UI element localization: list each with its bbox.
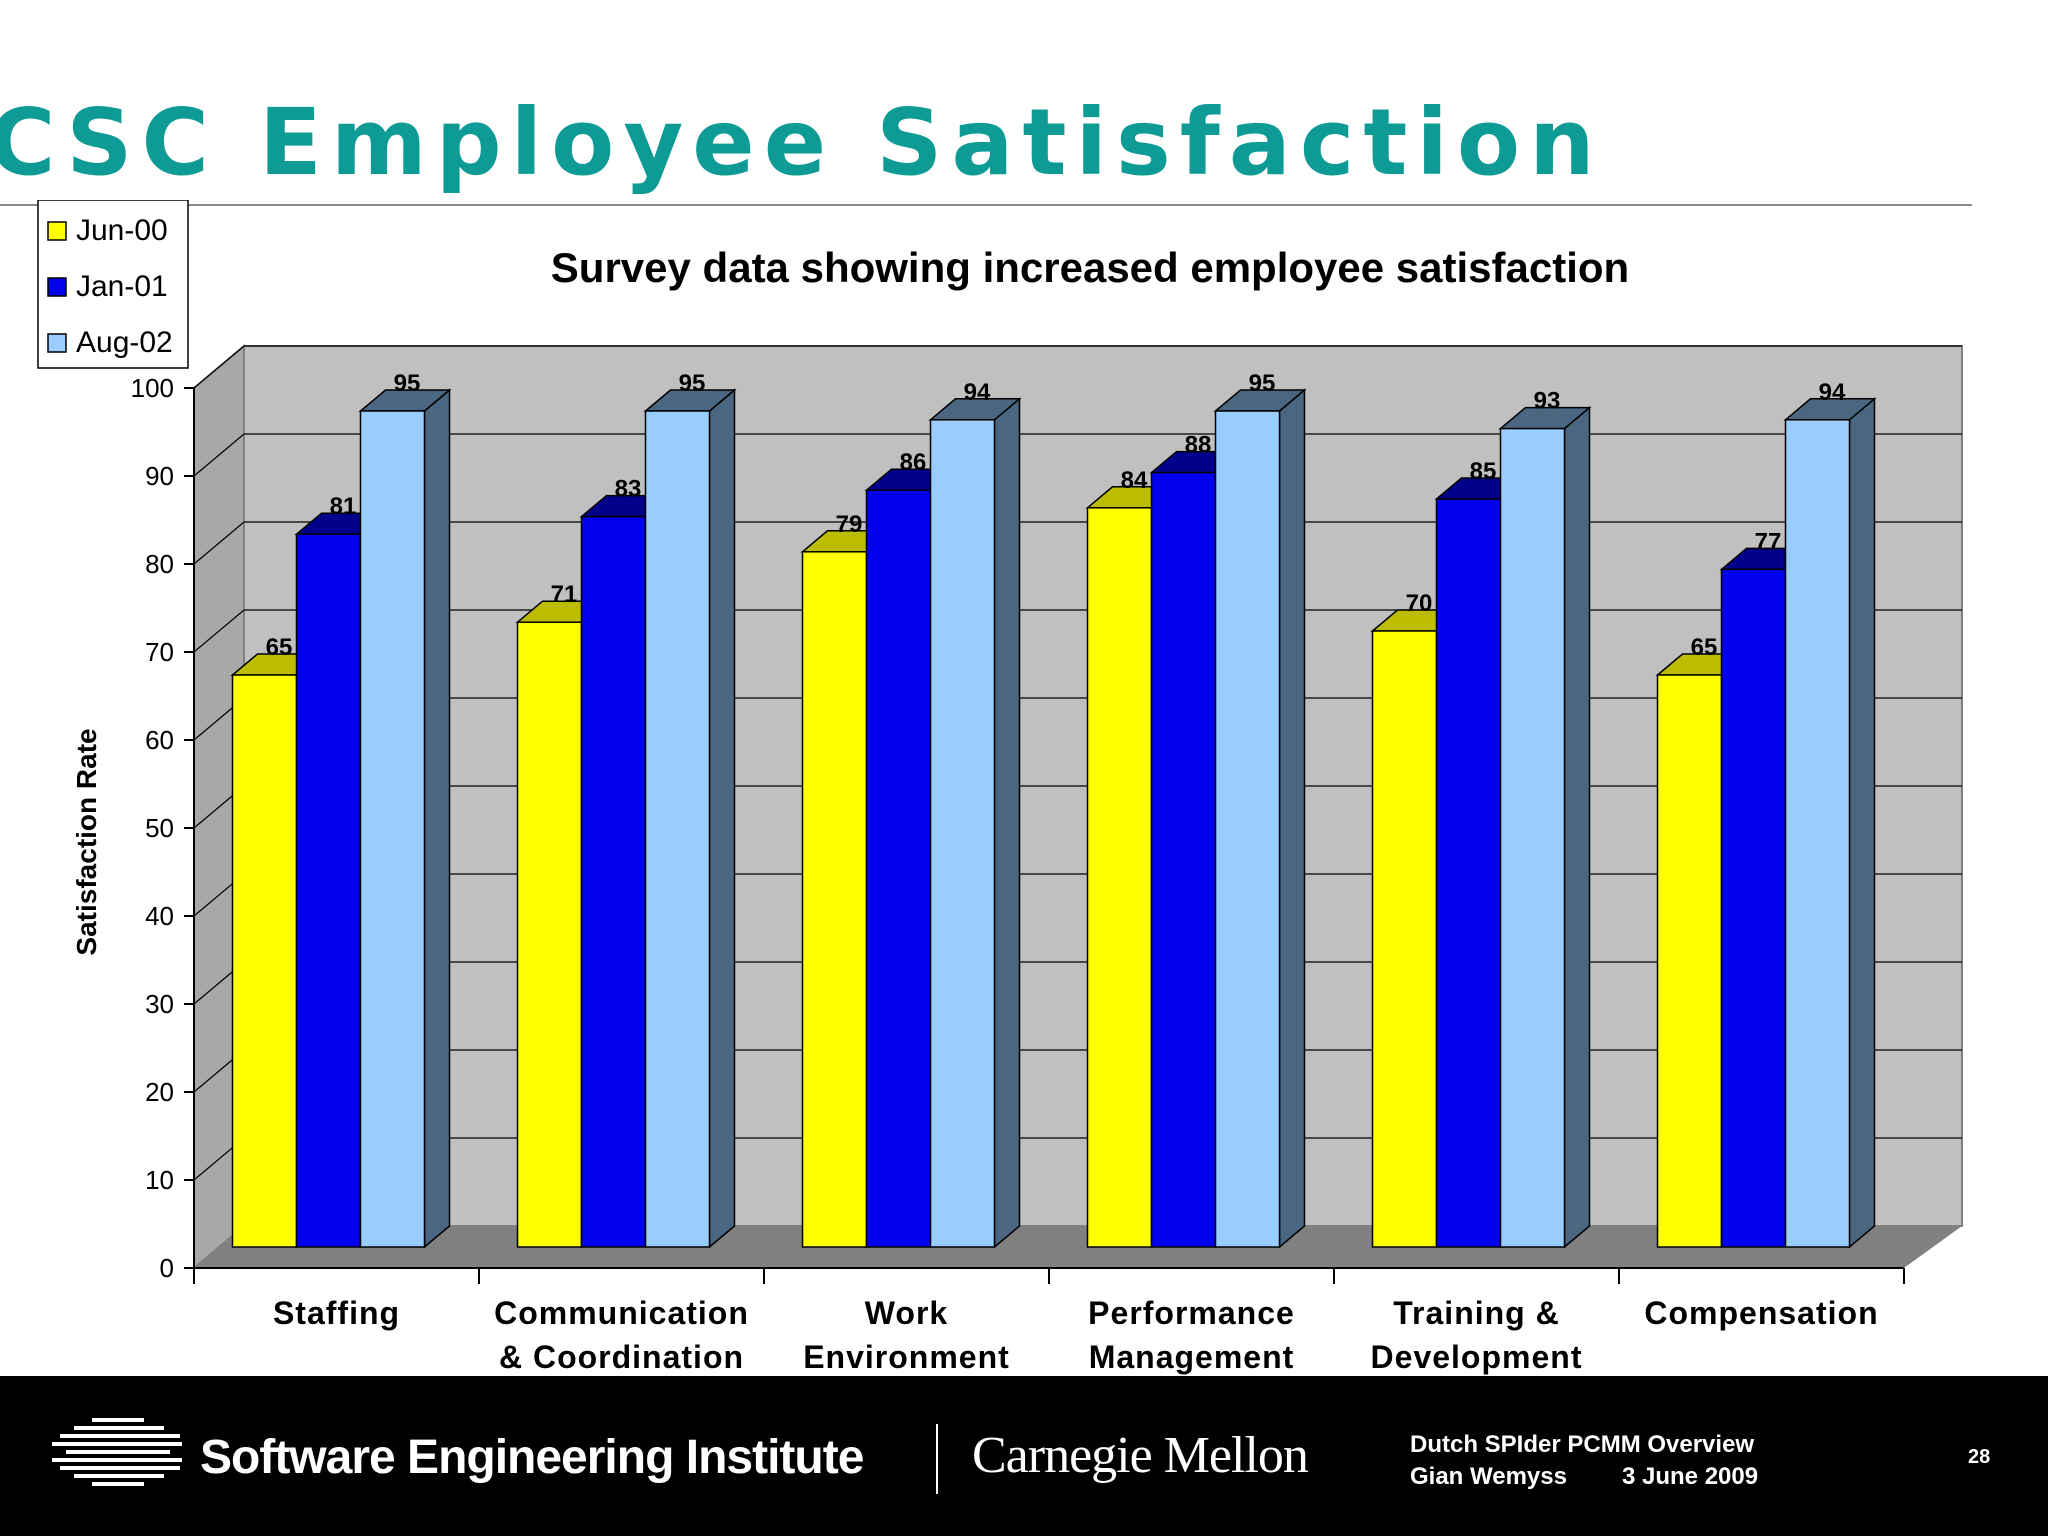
bar-front — [516, 621, 583, 1248]
bar-front — [1499, 427, 1566, 1248]
presentation-title: Dutch SPIder PCMM Overview — [1410, 1431, 1755, 1458]
y-tick-label: 70 — [145, 637, 174, 667]
data-label: 95 — [679, 370, 706, 397]
y-tick-label: 100 — [131, 373, 174, 403]
data-label: 65 — [1691, 634, 1718, 661]
bar-front — [1720, 568, 1787, 1248]
bar-front — [1150, 471, 1217, 1248]
y-tick-label: 60 — [145, 725, 174, 755]
data-label: 77 — [1755, 528, 1782, 555]
bar — [358, 388, 452, 1249]
university-name: Carnegie Mellon — [972, 1427, 1309, 1484]
bar-front — [801, 551, 868, 1248]
data-label: 70 — [1406, 590, 1433, 617]
y-tick-label: 40 — [145, 901, 174, 931]
bar-front — [1086, 507, 1153, 1248]
bar-side — [708, 388, 736, 1249]
legend-label: Jun-00 — [76, 214, 168, 247]
gridline-side — [193, 345, 245, 389]
data-label: 79 — [836, 511, 863, 538]
footer-bar — [0, 1376, 2048, 1536]
bar-side — [1278, 388, 1306, 1249]
gridline-side — [193, 521, 245, 565]
bar-front — [1371, 630, 1438, 1248]
data-label: 71 — [551, 581, 578, 608]
data-label: 95 — [1249, 370, 1276, 397]
data-label: 95 — [394, 370, 421, 397]
bar — [643, 388, 737, 1249]
data-label: 83 — [615, 476, 642, 503]
y-tick-label: 20 — [145, 1077, 174, 1107]
bar — [1213, 388, 1307, 1249]
legend-swatch — [47, 221, 67, 241]
bar-front — [1784, 419, 1851, 1248]
bar-front — [295, 533, 362, 1248]
x-tick-label: Work — [865, 1295, 948, 1331]
author-name: Gian Wemyss — [1410, 1463, 1567, 1490]
presentation-date: 3 June 2009 — [1622, 1463, 1759, 1490]
sei-stripes-logo-icon — [52, 1418, 182, 1486]
footer-divider — [936, 1424, 938, 1494]
x-tick-label: Staffing — [273, 1295, 400, 1331]
bar-side — [1563, 405, 1591, 1249]
x-tick-label: Environment — [803, 1339, 1010, 1375]
x-tick-label: Training & — [1393, 1295, 1559, 1331]
data-label: 94 — [1819, 379, 1846, 406]
data-label: 84 — [1121, 467, 1148, 494]
data-label: 81 — [330, 493, 357, 520]
y-tick-label: 80 — [145, 549, 174, 579]
bar-side — [993, 397, 1021, 1249]
y-axis-label: Satisfaction Rate — [71, 728, 102, 955]
institute-name: Software Engineering Institute — [200, 1431, 864, 1484]
y-tick-label: 50 — [145, 813, 174, 843]
y-tick-label: 30 — [145, 989, 174, 1019]
data-label: 86 — [900, 449, 927, 476]
title-divider — [0, 204, 1972, 206]
bar-front — [865, 489, 932, 1248]
bar-side — [423, 388, 451, 1249]
x-tick-label: Performance — [1088, 1295, 1295, 1331]
x-tick-label: Management — [1089, 1339, 1295, 1375]
bar — [928, 397, 1022, 1249]
data-label: 93 — [1534, 388, 1561, 415]
bar-front — [359, 410, 426, 1248]
legend-swatch — [47, 333, 67, 353]
y-tick-label: 10 — [145, 1165, 174, 1195]
chart-title: Survey data showing increased employee s… — [551, 244, 1629, 291]
y-tick-label: 90 — [145, 461, 174, 491]
gridline-side — [193, 609, 245, 653]
legend-label: Jan-01 — [76, 270, 168, 303]
bar — [1498, 405, 1592, 1249]
slide-title: CSC Employee Satisfaction — [0, 89, 1604, 196]
y-tick-label: 0 — [160, 1253, 174, 1283]
bar-front — [1214, 410, 1281, 1248]
data-label: 65 — [266, 634, 293, 661]
bar-front — [231, 674, 298, 1248]
bar-chart: 0 10 20 30 40 50 60 70 80 90 100 Staffing Communicat… — [37, 200, 1963, 1375]
bar-front — [1656, 674, 1723, 1248]
x-tick-label: Compensation — [1644, 1295, 1878, 1331]
x-tick-label: & Coordination — [499, 1339, 744, 1375]
data-label: 85 — [1470, 458, 1497, 485]
gridline-side — [193, 433, 245, 477]
data-label: 88 — [1185, 432, 1212, 459]
data-label: 94 — [964, 379, 991, 406]
x-tick-label: Development — [1371, 1339, 1583, 1375]
bar — [1783, 397, 1877, 1249]
legend-label: Aug-02 — [76, 326, 173, 359]
x-tick-label: Communication — [494, 1295, 749, 1331]
legend-swatch — [47, 277, 67, 297]
bar-front — [580, 515, 647, 1248]
bar-front — [1435, 498, 1502, 1248]
bar-side — [1848, 397, 1876, 1249]
page-number: 28 — [1968, 1446, 1991, 1468]
bar-front — [929, 419, 996, 1248]
bar-front — [644, 410, 711, 1248]
